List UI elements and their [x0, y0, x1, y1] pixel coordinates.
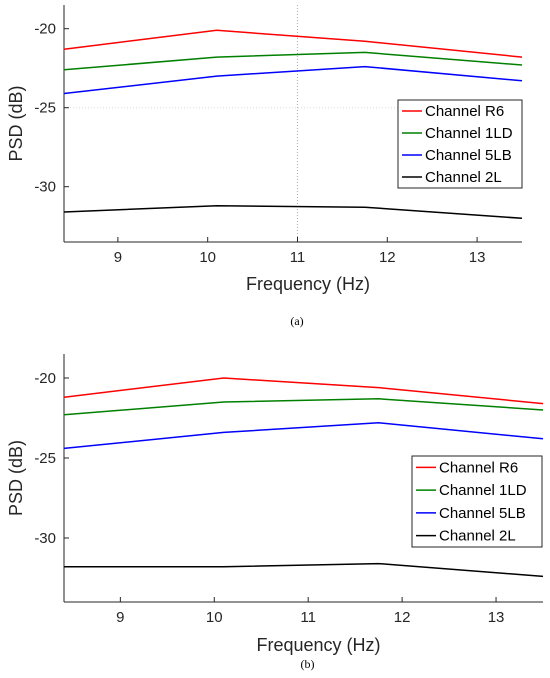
x-axis-label: Frequency (Hz)	[246, 274, 370, 294]
y-tick-label: -25	[34, 100, 56, 117]
y-axis-label: PSD (dB)	[6, 440, 26, 516]
chart-panel-a: 9 10 11 12 13 -20 -25 -30 Frequency (Hz) PSD (dB)…	[6, 5, 523, 328]
y-tick-label: -20	[34, 21, 56, 38]
chart-panel-b: 9 10 11 12 13 -20 -25 -30 Frequency (Hz) PSD (dB)…	[6, 354, 544, 671]
series-line	[63, 29, 523, 58]
x-tick-label: 12	[394, 609, 411, 626]
y-tick-label: -25	[34, 450, 56, 467]
x-tick-label: 12	[379, 249, 396, 266]
legend-label: Channel 2L	[439, 528, 516, 545]
y-tick-label: -30	[34, 179, 56, 196]
x-tick-label: 10	[199, 249, 216, 266]
legend-box	[411, 455, 543, 548]
x-tick-label: 13	[488, 609, 505, 626]
series-line	[63, 65, 523, 95]
x-tick-label: 11	[300, 609, 316, 626]
x-tick-label: 11	[290, 249, 306, 266]
y-axis-label: PSD (dB)	[6, 85, 26, 161]
series-line	[64, 562, 544, 578]
y-tick-label: -30	[34, 530, 56, 547]
y-tick-label: -20	[34, 370, 56, 387]
legend-label: Channel 2L	[425, 169, 502, 186]
series-line	[63, 377, 544, 405]
series-line	[63, 398, 544, 416]
legend-label: Channel R6	[439, 459, 518, 476]
x-axis-label: Frequency (Hz)	[256, 635, 380, 655]
legend-label: Channel 5LB	[439, 505, 526, 522]
legend-label: Channel 5LB	[425, 147, 512, 164]
series-line	[63, 422, 544, 450]
x-tick-label: 9	[114, 249, 122, 266]
x-tick-label: 13	[469, 249, 486, 266]
legend-label: Channel 1LD	[425, 125, 513, 142]
figure-caption: (b)	[301, 657, 315, 671]
series-line	[63, 51, 523, 71]
legend-label: Channel 1LD	[439, 482, 527, 499]
series-line	[63, 204, 523, 220]
legend-label: Channel R6	[425, 103, 504, 120]
x-tick-label: 9	[116, 609, 124, 626]
x-tick-label: 10	[206, 609, 223, 626]
legend-box	[397, 99, 523, 189]
figure-caption: (a)	[290, 314, 303, 328]
